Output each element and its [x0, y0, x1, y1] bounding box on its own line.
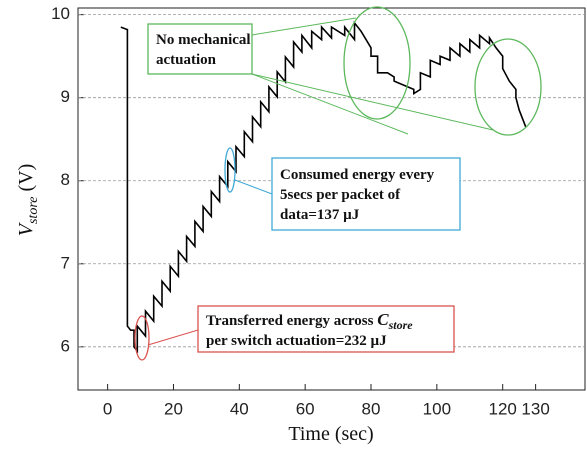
- y-unit: (V): [15, 164, 37, 197]
- x-tick-label: 100: [423, 399, 451, 418]
- annotation-line: Transferred energy across Cstore: [206, 310, 413, 332]
- y-symbol: V: [15, 221, 37, 236]
- ellipse: [224, 147, 236, 193]
- annotation-line: Consumed energy every: [280, 167, 435, 183]
- callout-no-actuation: No mechanical actuation: [147, 6, 542, 136]
- y-axis-title: Vstore (V): [15, 164, 41, 236]
- y-subscript: store: [26, 197, 41, 224]
- y-tick-label: 6: [61, 336, 70, 355]
- annotation-symbol: C: [377, 310, 389, 329]
- y-tick-label: 9: [61, 87, 70, 106]
- annotation-line: No mechanical: [156, 32, 251, 48]
- box: [271, 157, 461, 231]
- box: [197, 305, 455, 353]
- annotation-text: Transferred energy across: [206, 313, 377, 329]
- callout-consumed: Consumed energy every 5secs per packet o…: [224, 147, 461, 231]
- ellipse: [474, 38, 542, 136]
- pointer: [147, 329, 199, 346]
- pointer: [251, 73, 409, 135]
- y-tick-label: 7: [61, 253, 70, 272]
- annotation-line: actuation: [156, 52, 217, 68]
- x-tick-label: 0: [103, 399, 112, 418]
- ellipse: [134, 315, 150, 361]
- y-tick-label: 8: [61, 170, 70, 189]
- data-line: [120, 20, 527, 354]
- ellipse: [343, 6, 411, 120]
- y-tick-label: 10: [51, 4, 70, 23]
- x-tick-label: 130: [521, 399, 549, 418]
- x-tick-label: 120: [489, 399, 517, 418]
- x-tick-label: 80: [362, 399, 381, 418]
- annotation-line: data=137 µJ: [280, 207, 360, 223]
- x-tick-label: 60: [296, 399, 315, 418]
- x-axis-title: Time (sec): [288, 423, 373, 445]
- annotation-subscript: store: [388, 318, 414, 332]
- pointer: [234, 179, 273, 195]
- annotation-line: 5secs per packet of: [280, 187, 401, 203]
- pointer: [251, 17, 357, 36]
- callout-transferred: Transferred energy across Cstore per swi…: [134, 305, 455, 361]
- box: [147, 23, 253, 75]
- annotation-line: per switch actuation=232 µJ: [206, 333, 387, 349]
- pointer: [251, 73, 494, 131]
- x-tick-label: 40: [230, 399, 249, 418]
- x-tick-label: 20: [164, 399, 183, 418]
